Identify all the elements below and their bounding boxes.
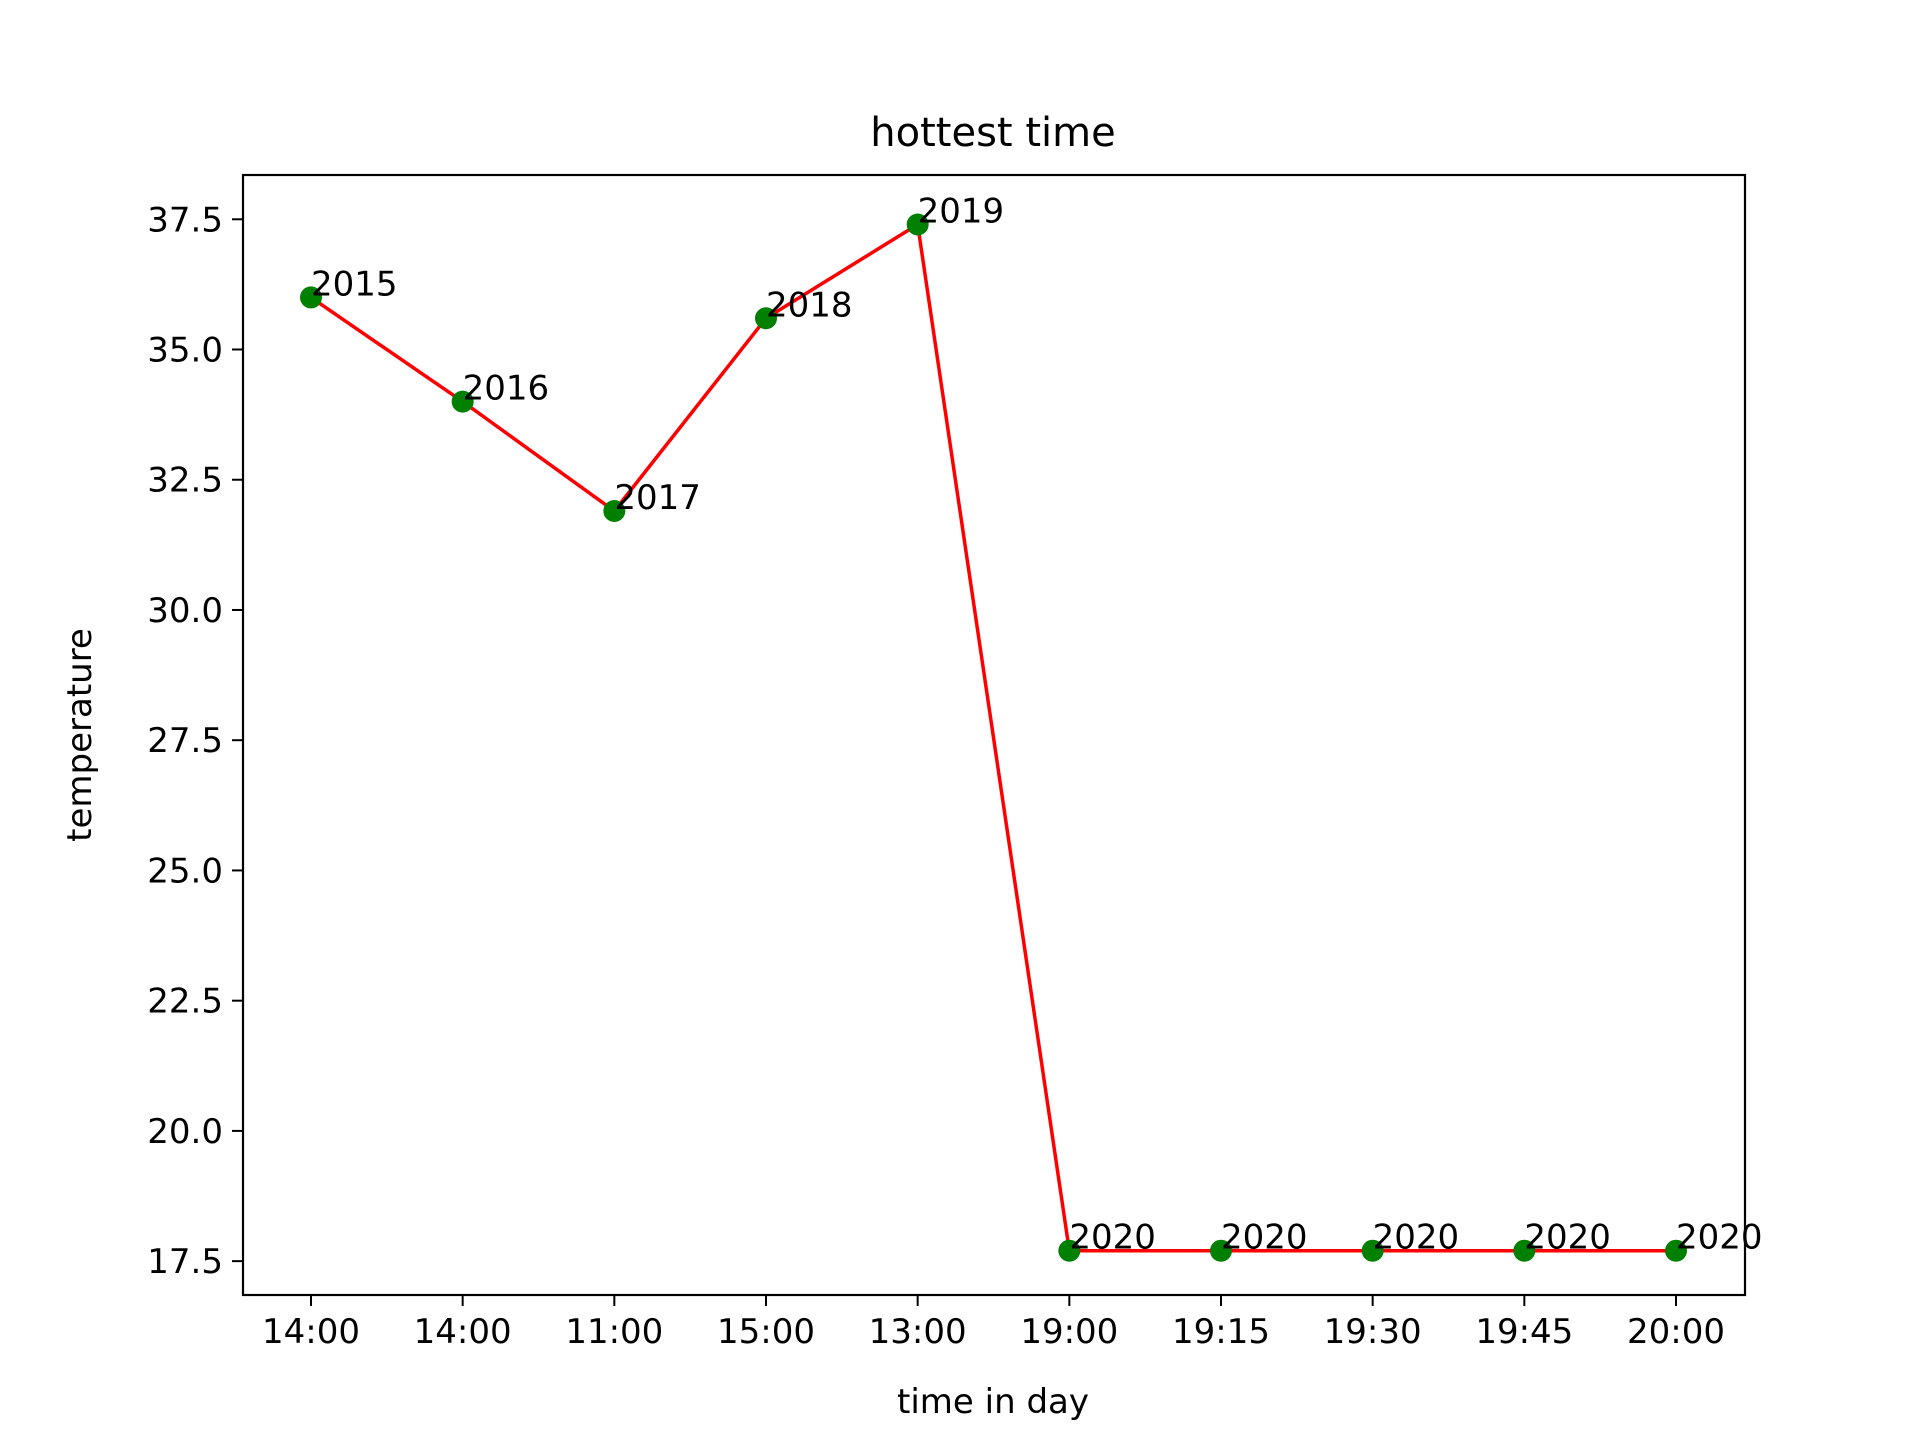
y-tick-label: 30.0 — [147, 591, 223, 631]
y-tick-label: 22.5 — [147, 982, 223, 1022]
point-label: 2020 — [1069, 1218, 1156, 1258]
y-tick-label: 27.5 — [147, 721, 223, 761]
y-tick-label: 17.5 — [147, 1242, 223, 1282]
plot-frame — [241, 173, 1747, 1297]
y-tick-label: 35.0 — [147, 331, 223, 371]
series-layer — [300, 213, 1687, 1262]
x-axis-ticks: 14:00 14:00 11:00 15:00 13:00 19:00 19:15 19:30… — [262, 1295, 1725, 1352]
point-label: 2015 — [311, 264, 398, 304]
point-label: 2020 — [1524, 1218, 1611, 1258]
data-point — [906, 213, 929, 236]
y-tick-label: 32.5 — [147, 461, 223, 501]
point-label: 2018 — [766, 285, 853, 325]
data-point — [451, 390, 474, 413]
x-tick-label: 19:30 — [1324, 1312, 1422, 1352]
point-labels-layer: 2015 2016 2017 2018 2019 2020 2020 2020 2020 2020 — [311, 191, 1763, 1257]
x-tick-label: 14:00 — [414, 1312, 512, 1352]
data-point — [1665, 1239, 1687, 1262]
x-tick-label: 19:00 — [1020, 1312, 1118, 1352]
chart-title: hottest time — [870, 110, 1115, 156]
x-tick-label: 19:45 — [1475, 1312, 1573, 1352]
x-axis-label: time in day — [897, 1382, 1089, 1422]
x-tick-label: 19:15 — [1172, 1312, 1270, 1352]
y-axis-label: temperature — [60, 628, 100, 842]
y-tick-label: 37.5 — [147, 200, 223, 240]
series-line — [310, 222, 1676, 1253]
data-point — [1513, 1239, 1536, 1262]
point-label: 2020 — [1373, 1218, 1460, 1258]
point-label: 2020 — [1221, 1218, 1308, 1258]
data-point — [603, 500, 626, 522]
x-tick-label: 11:00 — [565, 1312, 663, 1352]
data-point — [1058, 1239, 1081, 1262]
point-label: 2020 — [1676, 1218, 1763, 1258]
point-label: 2016 — [463, 369, 550, 409]
y-axis-ticks: 17.5 20.0 22.5 25.0 27.5 30.0 32.5 35.0 37.5 — [147, 200, 243, 1282]
y-tick-label: 20.0 — [147, 1112, 223, 1152]
data-point — [300, 286, 322, 309]
point-label: 2019 — [918, 191, 1005, 231]
x-tick-label: 15:00 — [717, 1312, 815, 1352]
y-tick-label: 25.0 — [147, 851, 223, 891]
x-tick-label: 20:00 — [1627, 1312, 1725, 1352]
data-point — [755, 307, 777, 330]
x-tick-label: 13:00 — [869, 1312, 967, 1352]
x-tick-label: 14:00 — [262, 1312, 360, 1352]
data-point — [1361, 1239, 1384, 1262]
data-point — [1210, 1239, 1232, 1262]
point-label: 2017 — [614, 478, 701, 518]
